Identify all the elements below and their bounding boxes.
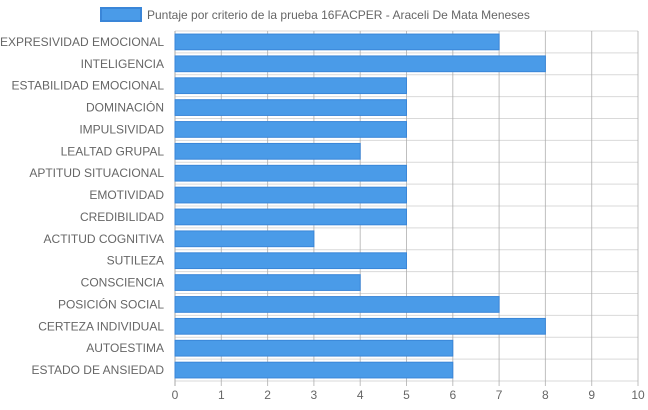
bar[interactable] <box>174 252 407 270</box>
y-tick-label: CREDIBILIDAD <box>80 210 164 224</box>
x-tick-label: 8 <box>542 388 549 402</box>
y-tick-label: LEALTAD GRUPAL <box>61 144 165 158</box>
bar[interactable] <box>174 296 500 313</box>
bar[interactable] <box>174 274 361 291</box>
x-tick-label: 6 <box>449 388 456 402</box>
bar[interactable] <box>174 121 407 138</box>
y-tick-label: CERTEZA INDIVIDUAL <box>38 319 164 333</box>
bar[interactable] <box>174 33 500 51</box>
bars <box>174 33 546 379</box>
x-tick-label: 5 <box>403 388 410 402</box>
bar[interactable] <box>174 99 407 116</box>
legend-label: Puntaje por criterio de la prueba 16FACP… <box>147 8 530 22</box>
bar[interactable] <box>174 186 407 204</box>
bar[interactable] <box>174 230 315 248</box>
bar[interactable] <box>174 361 454 379</box>
bar[interactable] <box>174 317 546 335</box>
bar[interactable] <box>174 55 546 73</box>
legend[interactable]: Puntaje por criterio de la prueba 16FACP… <box>100 7 530 22</box>
y-tick-label: ACTITUD COGNITIVA <box>44 232 164 246</box>
x-tick-label: 4 <box>357 388 364 402</box>
bar[interactable] <box>174 142 361 160</box>
bar[interactable] <box>174 208 407 226</box>
x-tick-label: 0 <box>172 388 179 402</box>
x-tick-label: 1 <box>218 388 225 402</box>
y-axis-labels: EXPRESIVIDAD EMOCIONAL INTELIGENCIA ESTABI… <box>0 35 164 377</box>
y-tick-label: APTITUD SITUACIONAL <box>29 166 164 180</box>
y-tick-label: DOMINACIÓN <box>86 100 164 115</box>
x-tick-label: 2 <box>264 388 271 402</box>
y-tick-label: AUTOESTIMA <box>86 341 164 355</box>
y-tick-label: SUTILEZA <box>107 254 164 268</box>
y-tick-label: CONSCIENCIA <box>81 276 164 290</box>
y-tick-label: EMOTIVIDAD <box>89 188 164 202</box>
y-tick-label: EXPRESIVIDAD EMOCIONAL <box>0 35 164 49</box>
bar[interactable] <box>174 339 454 357</box>
bar[interactable] <box>174 77 407 95</box>
x-tick-label: 7 <box>496 388 503 402</box>
x-tick-label: 3 <box>311 388 318 402</box>
y-tick-label: ESTADO DE ANSIEDAD <box>32 363 165 377</box>
y-tick-label: POSICIÓN SOCIAL <box>58 296 164 311</box>
y-tick-label: ESTABILIDAD EMOCIONAL <box>12 79 165 93</box>
y-tick-label: INTELIGENCIA <box>81 57 164 71</box>
bar[interactable] <box>174 164 407 182</box>
x-axis-labels: 0 1 2 3 4 5 6 7 8 9 10 <box>172 388 645 402</box>
y-tick-label: IMPULSIVIDAD <box>79 122 164 136</box>
x-tick-label: 10 <box>631 388 645 402</box>
legend-swatch <box>100 7 142 22</box>
x-tick-label: 9 <box>588 388 595 402</box>
